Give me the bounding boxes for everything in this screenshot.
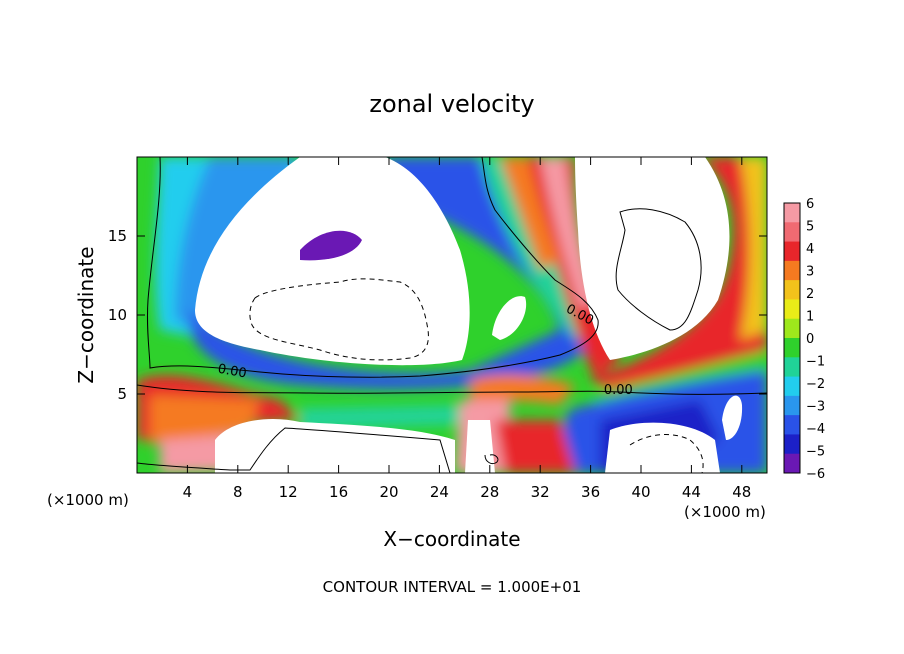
contour-line [137, 384, 767, 395]
contour-line-dashed [629, 434, 704, 473]
y-axis-label: Z−coordinate [74, 246, 98, 383]
colorbar-tick-label: −1 [806, 355, 825, 370]
field-region [605, 422, 720, 473]
colorbar-swatch [784, 395, 800, 416]
colorbar-swatch [784, 241, 800, 262]
colorbar-swatch [784, 203, 800, 223]
x-tick-label: 4 [183, 483, 193, 501]
x-tick-label: 16 [329, 483, 348, 501]
colorbar-swatch [784, 260, 800, 281]
field-region [300, 230, 362, 261]
field-region [188, 157, 600, 390]
contour-line [484, 454, 499, 465]
colorbar-tick-label: −4 [806, 422, 825, 437]
field-region [500, 157, 560, 270]
colorbar-tick-label: 3 [806, 265, 814, 280]
contour-value-label: 0.00 [604, 383, 633, 398]
x-tick-label: 44 [682, 483, 701, 501]
x-tick-label: 20 [379, 483, 398, 501]
field-region [495, 420, 575, 473]
colorbar-swatch [784, 357, 800, 378]
x-tick-label: 12 [279, 483, 298, 501]
y-tick-label: 5 [117, 385, 127, 403]
contour-line-dashed [249, 278, 429, 361]
colorbar-tick-label: −6 [806, 467, 825, 482]
field-region [590, 350, 767, 405]
colorbar-swatch [784, 415, 800, 435]
contour-value-label: 0.00 [217, 362, 248, 382]
y-tick-label: 15 [108, 227, 127, 245]
field-region [470, 374, 575, 405]
field-region [195, 157, 470, 366]
field-region [740, 157, 767, 340]
colorbar-tick-label: −3 [806, 400, 825, 415]
colorbar-swatch [784, 376, 800, 397]
x-tick-label: 48 [732, 483, 751, 501]
x-tick-label: 28 [480, 483, 499, 501]
x-unit-right: (×1000 m) [684, 503, 766, 521]
colorbar-tick-label: 6 [806, 197, 814, 212]
contour-line [146, 157, 599, 378]
contour-line [137, 427, 451, 473]
y-tick-label: 10 [108, 306, 127, 324]
colorbar-tick-label: 5 [806, 220, 814, 235]
colorbar-tick-label: 4 [806, 242, 814, 257]
x-unit-left: (×1000 m) [47, 491, 129, 509]
colorbar-tick-label: 2 [806, 287, 814, 302]
field-region [492, 296, 527, 340]
colorbar-swatch [784, 299, 800, 320]
x-axis-label: X−coordinate [383, 527, 520, 551]
colorbar-swatch [784, 338, 800, 358]
colorbar-swatch [784, 453, 800, 474]
contour-interval-footer: CONTOUR INTERVAL = 1.000E+01 [323, 578, 582, 596]
x-tick-label: 40 [631, 483, 650, 501]
colorbar-swatch [784, 222, 800, 243]
colorbar: 6 5 4 3 2 1 0 −1 −2 −3 −4 −5 −6 [783, 197, 825, 482]
colorbar-tick-label: −2 [806, 377, 825, 392]
field-region [540, 157, 595, 310]
chart-title: zonal velocity [369, 90, 534, 118]
field-region [300, 405, 460, 430]
x-tick-label: 32 [531, 483, 550, 501]
colorbar-tick-label: 0 [806, 332, 814, 347]
contour-line [615, 208, 702, 331]
field-region [215, 419, 455, 473]
colorbar-swatch [784, 280, 800, 300]
colorbar-swatch [784, 318, 800, 339]
plot-area: 0.000.000.00 [137, 157, 767, 473]
field-region [590, 157, 767, 390]
colorbar-frame [783, 202, 801, 474]
field-region [722, 395, 743, 440]
field-region [465, 420, 495, 473]
x-tick-label: 36 [581, 483, 600, 501]
x-tick-label: 24 [430, 483, 449, 501]
colorbar-tick-label: 1 [806, 310, 814, 325]
colorbar-tick-label: −5 [806, 445, 825, 460]
colorbar-swatch [784, 434, 800, 455]
x-tick-label: 8 [233, 483, 243, 501]
